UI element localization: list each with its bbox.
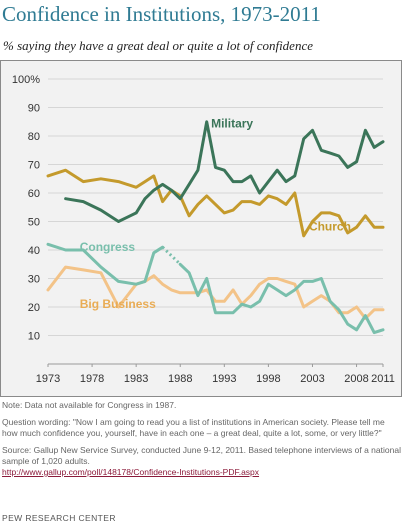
y-tick-label: 70 — [28, 160, 40, 172]
y-tick-label: 90 — [28, 103, 40, 115]
y-tick-label: 50 — [28, 217, 40, 229]
y-tick-label: 10 — [28, 331, 40, 343]
big-business-label: Big Business — [80, 297, 156, 311]
congress-label: Congress — [80, 240, 136, 254]
y-axis-ticks: 10 20 30 40 50 60 70 80 90 100% — [12, 74, 40, 343]
x-axis-ticks: 1973 1978 1983 1988 1993 1998 2003 2008 2011 — [36, 364, 395, 385]
question-wording: Question wording: "Now I am going to rea… — [2, 417, 385, 438]
x-tick-label: 1993 — [212, 373, 236, 385]
y-tick-label: 60 — [28, 188, 40, 200]
military-label: Military — [211, 116, 253, 130]
x-tick-label: 2003 — [300, 373, 324, 385]
chart-notes: Note: Data not available for Congress in… — [2, 400, 402, 478]
congress-gap-line — [161, 246, 182, 266]
church-series — [46, 168, 385, 238]
series-lines — [46, 120, 385, 335]
brand-footer: PEW RESEARCH CENTER — [2, 513, 116, 523]
x-tick-label: 1988 — [168, 373, 192, 385]
military-series — [64, 120, 385, 223]
church-line — [46, 168, 385, 238]
congress-line — [46, 242, 165, 286]
y-tick-label: 100% — [12, 74, 40, 86]
data-note: Note: Data not available for Congress in… — [2, 400, 177, 410]
source-link[interactable]: http://www.gallup.com/poll/148178/Confid… — [2, 467, 260, 477]
congress-line — [178, 262, 385, 335]
chart-title: Confidence in Institutions, 1973-2011 — [2, 2, 321, 26]
source-note: Source: Gallup New Service Survey, condu… — [2, 445, 402, 478]
military-line — [64, 120, 385, 223]
church-label: Church — [309, 220, 351, 234]
congress-series — [46, 242, 385, 335]
chart-panel: 10 20 30 40 50 60 70 80 90 100% 1973 1978 1983 1988 1… — [0, 60, 402, 397]
x-tick-label: 1973 — [36, 373, 60, 385]
y-tick-label: 80 — [28, 131, 40, 143]
x-tick-label: 2008 — [344, 373, 368, 385]
x-tick-label: 1983 — [124, 373, 148, 385]
x-tick-label: 1978 — [80, 373, 104, 385]
chart-subtitle: % saying they have a great deal or quite… — [3, 38, 313, 53]
y-tick-label: 30 — [28, 274, 40, 286]
x-tick-label: 1998 — [256, 373, 280, 385]
y-tick-label: 40 — [28, 245, 40, 257]
y-tick-label: 20 — [28, 302, 40, 314]
series-labels: Military Church Congress Big Business — [80, 116, 351, 310]
source-text: Source: Gallup New Service Survey, condu… — [2, 445, 401, 466]
x-tick-label: 2011 — [371, 373, 395, 385]
